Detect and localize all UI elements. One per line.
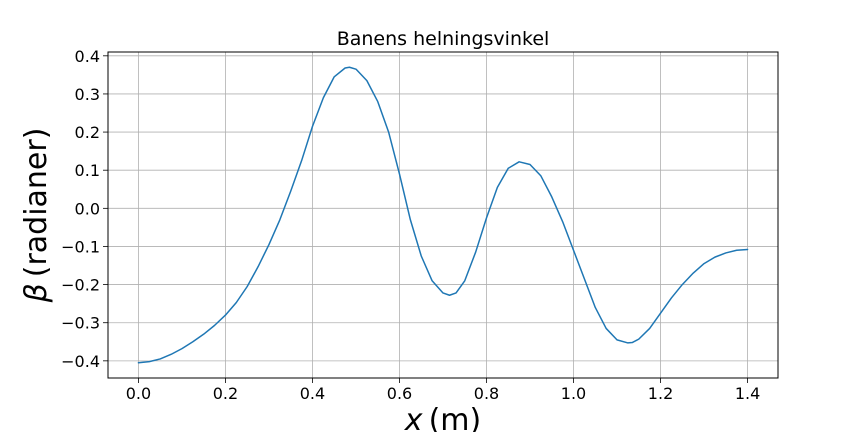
y-axis-label: β (radianer) (19, 128, 54, 304)
y-tick-label: 0.2 (75, 123, 100, 142)
y-tick-label: −0.2 (61, 276, 100, 295)
x-tick-label: 1.0 (561, 384, 586, 403)
y-tick-label: 0.3 (75, 85, 100, 104)
y-tick-label: −0.1 (61, 237, 100, 256)
series-line (137, 66, 749, 364)
y-axis-label-var: β (19, 283, 54, 303)
plot-frame (107, 51, 779, 379)
x-tick-label: 1.2 (648, 384, 673, 403)
y-axis-label-unit: (radianer) (19, 128, 54, 278)
x-tick-label: 0.4 (300, 384, 325, 403)
x-tick-label: 0.2 (213, 384, 238, 403)
y-tick-label: 0.0 (75, 199, 100, 218)
x-tick-label: 0.0 (126, 384, 151, 403)
y-tick-label: −0.4 (61, 352, 100, 371)
y-tick-label: 0.1 (75, 161, 100, 180)
x-tick-label: 0.8 (474, 384, 499, 403)
x-axis: 0.0 0.2 0.4 0.6 0.8 1.0 1.2 1.4 (126, 378, 760, 403)
x-axis-label: x (m) (404, 403, 481, 432)
grid (108, 52, 778, 378)
x-axis-label-var: x (404, 403, 423, 432)
x-axis-label-unit: (m) (429, 403, 482, 432)
y-tick-label: 0.4 (75, 47, 100, 66)
chart-title: Banens helningsvinkel (337, 28, 550, 50)
x-tick-label: 1.4 (735, 384, 760, 403)
y-tick-label: −0.3 (61, 314, 100, 333)
y-axis: −0.4 −0.3 −0.2 −0.1 0.0 0.1 0.2 0.3 0.4 (61, 47, 108, 371)
x-tick-label: 0.6 (387, 384, 412, 403)
